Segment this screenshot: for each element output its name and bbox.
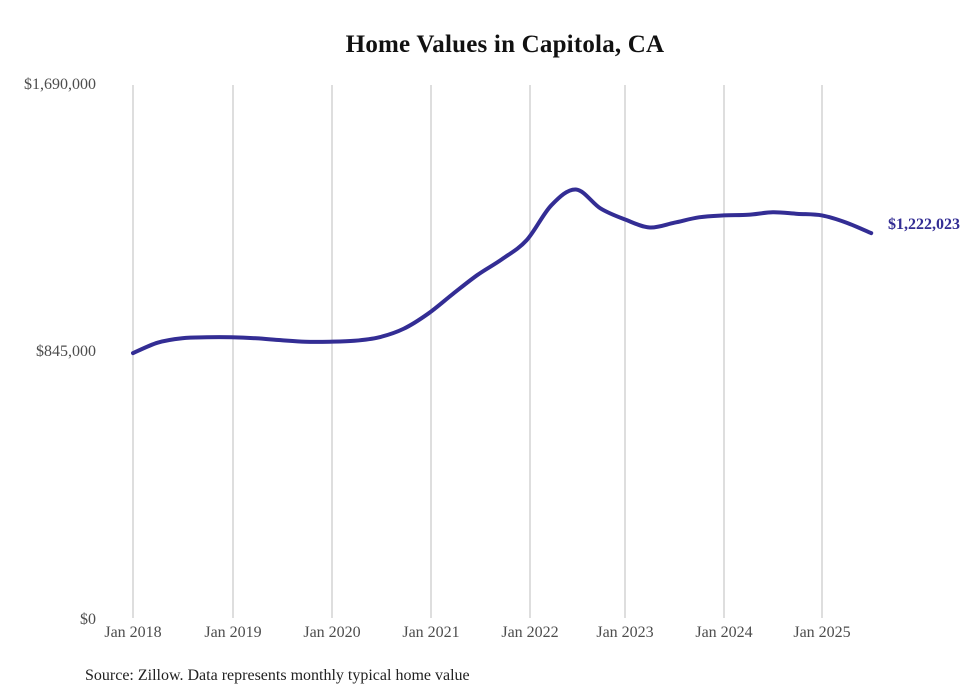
x-tick-label-jan-2020: Jan 2020 <box>303 624 361 641</box>
y-tick-label-mid: $845,000 <box>36 343 96 360</box>
series-end-value-label: $1,222,023 <box>888 216 960 233</box>
source-note: Source: Zillow. Data represents monthly … <box>85 667 470 684</box>
gridline-group <box>132 85 823 618</box>
x-tick-label-jan-2025: Jan 2025 <box>793 624 851 641</box>
x-tick-label-jan-2019: Jan 2019 <box>204 624 262 641</box>
x-tick-label-jan-2021: Jan 2021 <box>402 624 460 641</box>
x-tick-label-jan-2023: Jan 2023 <box>596 624 654 641</box>
y-tick-label-zero: $0 <box>80 611 96 628</box>
y-tick-label-max: $1,690,000 <box>24 76 96 93</box>
x-tick-label-jan-2022: Jan 2022 <box>501 624 559 641</box>
page-title: Home Values in Capitola, CA <box>345 31 665 58</box>
x-tick-label-jan-2024: Jan 2024 <box>695 624 753 641</box>
series-line-typical-home-value <box>131 187 874 356</box>
x-tick-label-jan-2018: Jan 2018 <box>104 624 162 641</box>
